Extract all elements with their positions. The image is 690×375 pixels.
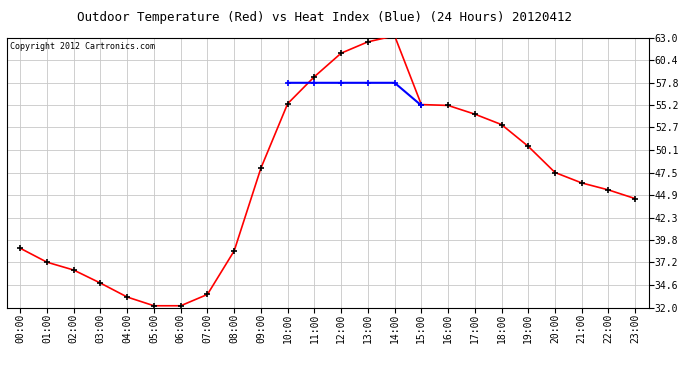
Text: Copyright 2012 Cartronics.com: Copyright 2012 Cartronics.com <box>10 42 155 51</box>
Text: Outdoor Temperature (Red) vs Heat Index (Blue) (24 Hours) 20120412: Outdoor Temperature (Red) vs Heat Index … <box>77 11 572 24</box>
